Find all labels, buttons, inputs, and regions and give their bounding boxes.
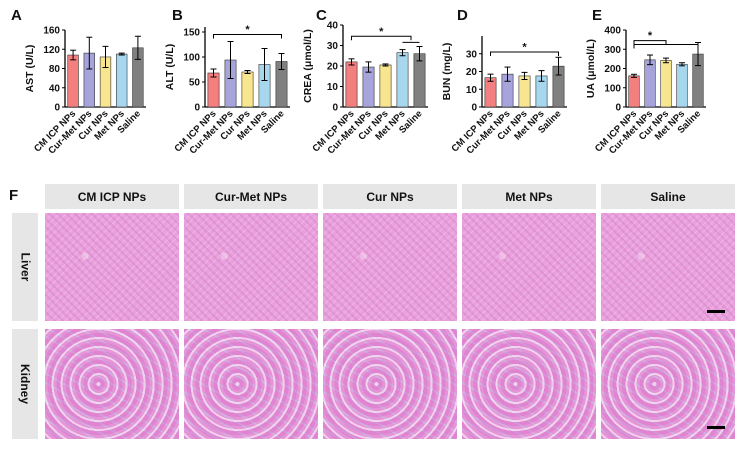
significance-star: * <box>245 24 250 36</box>
liver-image-saline <box>601 213 735 321</box>
panel-label-c: C <box>316 7 327 24</box>
significance-star: * <box>379 26 384 38</box>
y-tick-label: 0 <box>332 103 338 114</box>
y-tick-label: 0 <box>194 103 200 114</box>
y-tick-label: 0 <box>54 103 60 114</box>
row-header-kidney: Kidney <box>12 329 38 439</box>
bar <box>628 75 640 108</box>
y-axis-title: CREA (μmol/L) <box>302 29 314 103</box>
y-tick-label: 0 <box>615 103 621 114</box>
significance-star: * <box>522 41 527 53</box>
y-tick-label: 400 <box>604 26 621 37</box>
liver-image-cur-nps <box>323 213 457 321</box>
bar <box>67 54 79 108</box>
y-tick-label: 50 <box>189 78 201 89</box>
significance-star: * <box>648 30 653 42</box>
liver-image-cur-met-nps <box>184 213 318 321</box>
panel-label-d: D <box>457 7 468 24</box>
bar <box>518 75 531 108</box>
y-tick-label: 200 <box>604 64 621 75</box>
bar <box>362 66 375 108</box>
liver-image-met-nps <box>462 213 596 321</box>
significance-bracket <box>633 40 667 45</box>
bar <box>676 63 688 108</box>
y-axis-title: UA (μmol/L) <box>585 39 597 98</box>
row-label: Kidney <box>18 363 33 405</box>
significance-bracket <box>213 34 282 39</box>
y-tick-label: 80 <box>49 64 61 75</box>
y-tick-label: 100 <box>183 53 200 64</box>
y-tick-label: 20 <box>466 67 478 78</box>
row-header-liver: Liver <box>12 213 38 321</box>
y-tick-label: 30 <box>466 49 478 60</box>
panel-label-b: B <box>172 7 183 24</box>
kidney-image-cm-icp-nps <box>45 329 179 439</box>
scale-bar <box>707 426 725 429</box>
column-header: Saline <box>601 184 735 209</box>
y-tick-label: 300 <box>604 45 621 56</box>
bar <box>396 52 409 108</box>
bar <box>660 60 672 108</box>
kidney-image-cur-met-nps <box>184 329 318 439</box>
y-tick-label: 40 <box>49 83 61 94</box>
y-tick-label: 0 <box>471 103 477 114</box>
y-tick-label: 100 <box>604 83 621 94</box>
panel-label-f: F <box>9 187 19 204</box>
y-tick-label: 10 <box>466 85 478 96</box>
y-tick-label: 160 <box>43 26 60 37</box>
scale-bar <box>707 310 725 313</box>
y-axis-title: AST (U/L) <box>24 45 36 93</box>
bar <box>241 71 254 108</box>
bar <box>484 77 497 108</box>
column-header: CM ICP NPs <box>45 184 179 209</box>
y-axis-title: ALT (U/L) <box>164 44 176 90</box>
y-tick-label: 40 <box>327 21 339 32</box>
y-axis-title: BUN (mg/L) <box>441 43 453 101</box>
y-tick-label: 20 <box>327 62 339 73</box>
panel-label-a: A <box>11 7 22 24</box>
kidney-image-met-nps <box>462 329 596 439</box>
bar <box>207 72 220 108</box>
liver-image-cm-icp-nps <box>45 213 179 321</box>
significance-bracket <box>633 43 699 49</box>
bar <box>379 64 392 108</box>
column-header: Cur-Met NPs <box>184 184 318 209</box>
significance-bracket <box>351 35 412 41</box>
bar <box>644 59 656 108</box>
kidney-image-cur-nps <box>323 329 457 439</box>
y-tick-label: 30 <box>327 41 339 52</box>
row-label: Liver <box>18 252 32 282</box>
kidney-image-saline <box>601 329 735 439</box>
column-header: Met NPs <box>462 184 596 209</box>
bar <box>116 53 128 108</box>
y-tick-label: 120 <box>43 45 60 56</box>
panel-label-e: E <box>592 7 603 24</box>
column-header: Cur NPs <box>323 184 457 209</box>
significance-bracket <box>490 51 559 56</box>
y-tick-label: 10 <box>327 82 339 93</box>
bar <box>413 53 426 108</box>
bar <box>345 61 358 108</box>
y-tick-label: 150 <box>183 28 200 39</box>
